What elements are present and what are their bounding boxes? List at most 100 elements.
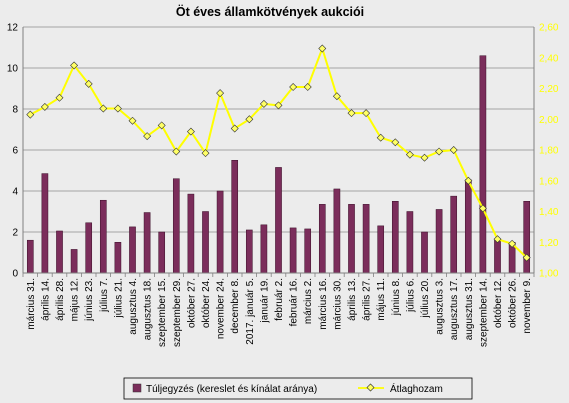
- bar-series: [26, 55, 531, 274]
- bar: [158, 231, 166, 274]
- bar: [143, 212, 151, 274]
- x-tick-label: augusztus 3.: [435, 278, 446, 335]
- x-tick-label: augusztus 17.: [449, 278, 460, 340]
- x-tick-label: augusztus 18.: [143, 278, 154, 340]
- right-tick-label: 1,20: [539, 238, 559, 249]
- line-point: [449, 146, 458, 154]
- line-point: [245, 115, 254, 124]
- x-tick-label: március 2.: [303, 278, 314, 324]
- x-tick-label: május 12.: [70, 278, 81, 321]
- line-point: [157, 121, 166, 130]
- bar: [450, 195, 458, 274]
- line-point: [128, 116, 137, 125]
- line-point: [318, 44, 327, 53]
- chart-title: Öt éves államkötvények aukciói: [176, 4, 364, 19]
- legend-box: [123, 377, 473, 400]
- x-tick-label: július 20.: [420, 278, 431, 318]
- bar: [318, 204, 326, 274]
- left-tick-label: 10: [7, 64, 19, 75]
- bar: [129, 226, 136, 274]
- line-point: [143, 132, 152, 141]
- line-point: [216, 89, 225, 98]
- left-tick-label: 0: [12, 269, 18, 280]
- bar: [70, 249, 78, 274]
- x-tick-label: március 16.: [318, 278, 329, 330]
- left-tick-label: 8: [12, 105, 18, 116]
- line-point: [464, 176, 473, 185]
- x-tick-label: november 24.: [216, 278, 227, 339]
- bar: [494, 239, 501, 274]
- line-point: [40, 102, 49, 111]
- line-point: [405, 150, 414, 159]
- line-point: [289, 83, 298, 91]
- line-point: [391, 138, 400, 147]
- right-axis-ticks: 1,00 1,20 1,40 1,60 1,80 2,00 2,20 2,40 2,60: [539, 23, 559, 280]
- x-tick-label: június 23.: [84, 278, 95, 322]
- legend-line-marker: [366, 383, 375, 392]
- bar: [99, 199, 107, 274]
- bar: [172, 178, 180, 274]
- x-axis-tick-labels: március 31. április 14. április 28. május 1…: [26, 278, 533, 347]
- bar: [435, 209, 443, 274]
- bar: [406, 211, 414, 274]
- x-tick-label: július 21.: [113, 278, 124, 318]
- bar: [245, 229, 253, 274]
- line-point: [376, 133, 385, 142]
- x-tick-label: április 27.: [362, 278, 373, 321]
- legend: Túljegyzés (kereslet és kínálat aránya) …: [123, 377, 473, 400]
- line-point: [435, 147, 444, 156]
- bar: [202, 211, 209, 274]
- bar: [464, 179, 472, 274]
- right-tick-label: 2,60: [539, 23, 559, 34]
- right-tick-label: 1,60: [539, 176, 559, 187]
- left-tick-label: 6: [12, 146, 18, 157]
- x-tick-label: október 26.: [508, 278, 519, 328]
- x-tick-label: október 12.: [493, 278, 504, 328]
- x-tick-label: február 2.: [274, 278, 285, 321]
- x-tick-label: április 13.: [347, 278, 358, 321]
- bar: [421, 231, 428, 274]
- bar: [377, 225, 385, 274]
- line-point: [274, 101, 283, 110]
- bar: [523, 201, 531, 274]
- x-tick-label: május 11.: [376, 278, 387, 321]
- x-tick-label: december 8.: [230, 278, 241, 334]
- x-tick-label: augusztus 4.: [128, 278, 139, 335]
- legend-bar-swatch: [132, 383, 142, 393]
- line-series: [26, 44, 531, 262]
- left-tick-label: 2: [12, 228, 18, 239]
- line-point: [99, 104, 108, 113]
- line-point: [508, 239, 517, 248]
- x-tick-label: április 28.: [55, 278, 66, 321]
- bar: [41, 173, 49, 274]
- x-tick-label: szeptember 15.: [157, 278, 168, 347]
- x-tick-label: szeptember 29.: [172, 278, 183, 347]
- line-point: [493, 235, 502, 244]
- line-point: [522, 253, 531, 262]
- bar: [333, 188, 341, 274]
- line-point: [70, 61, 79, 70]
- line-point: [84, 79, 93, 88]
- x-tick-label: szeptember 14.: [478, 278, 489, 347]
- x-tick-label: április 14.: [40, 278, 51, 321]
- line-point: [113, 104, 122, 113]
- line-point: [347, 109, 356, 118]
- x-tick-label: június 8.: [391, 278, 402, 316]
- bar: [85, 222, 93, 274]
- bar: [231, 160, 239, 274]
- bar: [289, 227, 297, 274]
- line-point: [332, 92, 341, 101]
- x-tick-label: március 30.: [332, 278, 343, 330]
- bar: [26, 239, 34, 274]
- line-point: [26, 110, 35, 119]
- line-point: [259, 99, 268, 108]
- line-point: [201, 149, 210, 158]
- x-tick-label: október 27.: [186, 278, 197, 328]
- x-tick-label: augusztus 31.: [464, 278, 475, 340]
- bar: [348, 204, 355, 274]
- line-point: [362, 109, 371, 118]
- left-axis-ticks: 0 2 4 6 8 10 12: [7, 23, 19, 280]
- left-tick-label: 12: [7, 23, 19, 34]
